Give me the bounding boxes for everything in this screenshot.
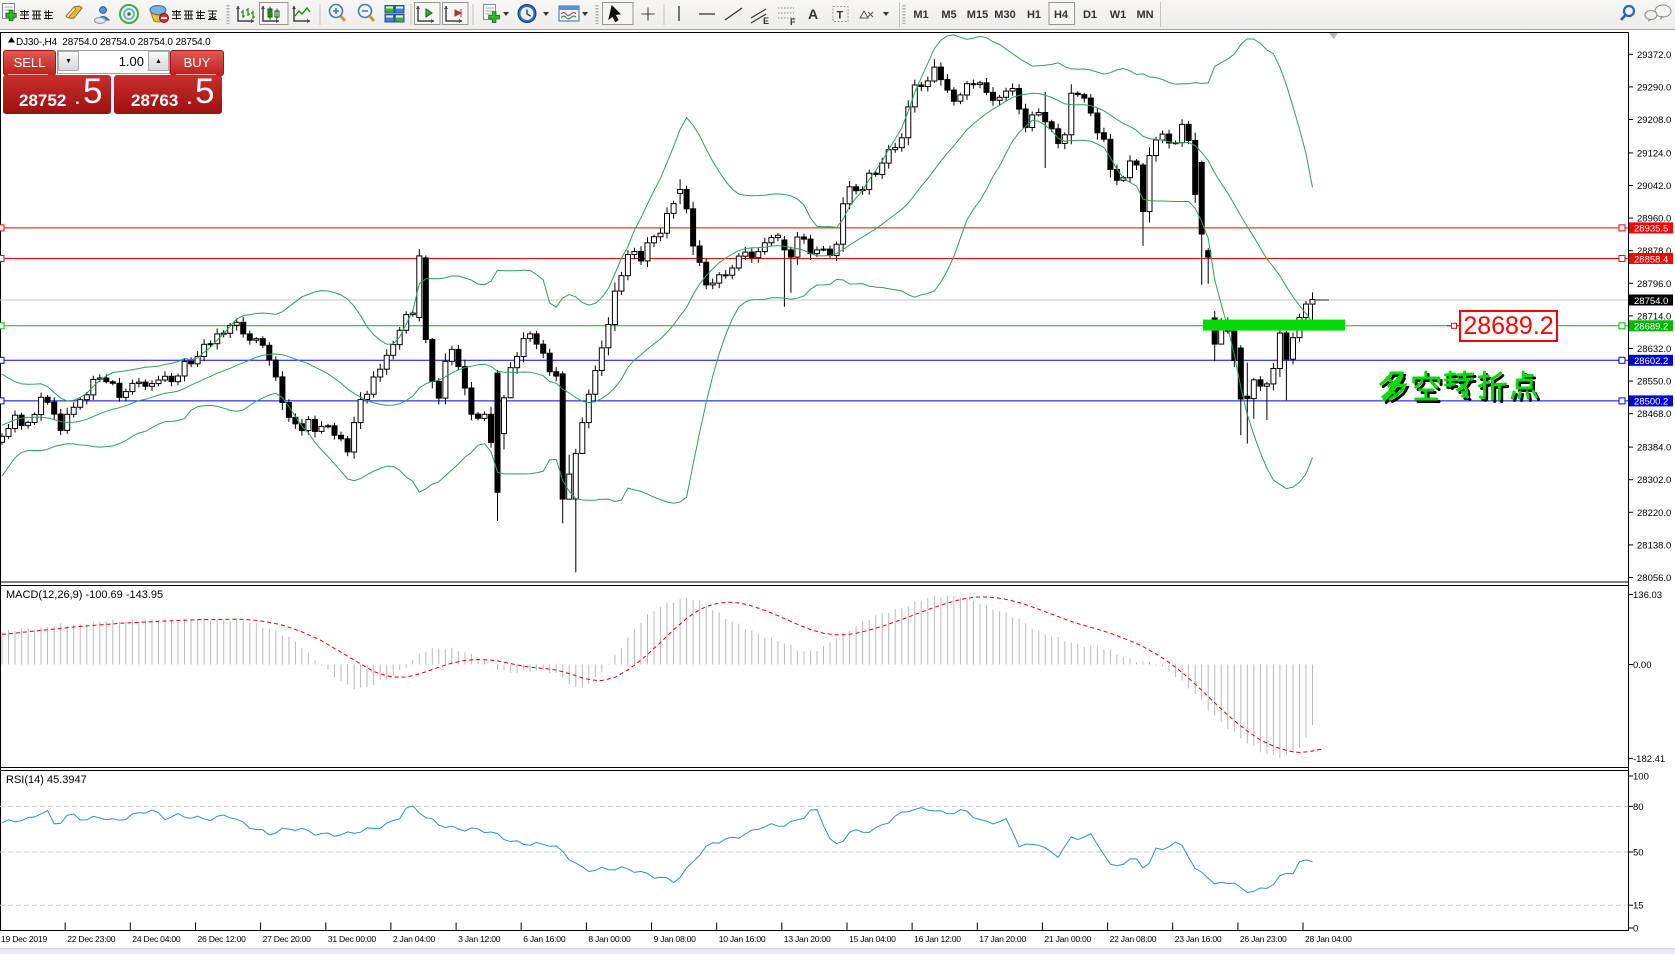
- svg-text:H1: H1: [1027, 9, 1041, 21]
- svg-text:RSI(14) 45.3947: RSI(14) 45.3947: [6, 774, 87, 786]
- svg-text:W1: W1: [1110, 9, 1127, 21]
- svg-text:28754.0: 28754.0: [1634, 296, 1668, 307]
- svg-text:29042.0: 29042.0: [1637, 181, 1671, 192]
- svg-text:100: 100: [1633, 772, 1649, 783]
- svg-text:22 Jan 08:00: 22 Jan 08:00: [1110, 934, 1157, 944]
- svg-text:15: 15: [1633, 901, 1644, 912]
- svg-text:28602.2: 28602.2: [1634, 356, 1668, 367]
- svg-text:0.00: 0.00: [1633, 660, 1652, 671]
- svg-text:22 Dec 23:00: 22 Dec 23:00: [67, 934, 116, 944]
- svg-text:28550.0: 28550.0: [1637, 377, 1671, 388]
- svg-text:28468.0: 28468.0: [1637, 409, 1671, 420]
- svg-text:28632.0: 28632.0: [1637, 344, 1671, 355]
- svg-text:9 Jan 08:00: 9 Jan 08:00: [654, 934, 697, 944]
- svg-text:0: 0: [1633, 924, 1638, 935]
- svg-text:M30: M30: [994, 9, 1015, 21]
- svg-text:17 Jan 20:00: 17 Jan 20:00: [979, 934, 1026, 944]
- svg-text:26 Jan 23:00: 26 Jan 23:00: [1240, 934, 1287, 944]
- svg-text:D1: D1: [1083, 9, 1097, 21]
- svg-text:28858.4: 28858.4: [1634, 254, 1668, 265]
- svg-text:28138.0: 28138.0: [1637, 540, 1671, 551]
- svg-text:F: F: [790, 17, 796, 27]
- svg-text:24 Dec 04:00: 24 Dec 04:00: [132, 934, 181, 944]
- svg-text:21 Jan 00:00: 21 Jan 00:00: [1044, 934, 1091, 944]
- svg-text:T: T: [837, 10, 844, 22]
- svg-text:29372.0: 29372.0: [1637, 50, 1671, 61]
- svg-text:136.03: 136.03: [1633, 590, 1662, 601]
- svg-text:28302.0: 28302.0: [1637, 475, 1671, 486]
- svg-text:28220.0: 28220.0: [1637, 508, 1671, 519]
- svg-text:28384.0: 28384.0: [1637, 443, 1671, 454]
- svg-text:2 Jan 04:00: 2 Jan 04:00: [393, 934, 436, 944]
- svg-text:50: 50: [1633, 848, 1644, 859]
- svg-text:28689.2: 28689.2: [1634, 322, 1668, 333]
- svg-text:M5: M5: [941, 9, 956, 21]
- svg-text:M15: M15: [967, 9, 988, 21]
- svg-text:16 Jan 12:00: 16 Jan 12:00: [914, 934, 961, 944]
- svg-text:M1: M1: [913, 9, 928, 21]
- svg-text:DJ30-,H4 28754.0 28754.0 2875: DJ30-,H4 28754.0 28754.0 28754.0 28754.0: [16, 37, 211, 48]
- svg-text:28 Jan 04:00: 28 Jan 04:00: [1305, 934, 1352, 944]
- svg-text:80: 80: [1633, 802, 1644, 813]
- svg-text:A: A: [808, 6, 818, 22]
- svg-text:3 Jan 12:00: 3 Jan 12:00: [458, 934, 501, 944]
- svg-text:6 Jan 16:00: 6 Jan 16:00: [523, 934, 566, 944]
- svg-text:26 Dec 12:00: 26 Dec 12:00: [198, 934, 247, 944]
- svg-text:28960.0: 28960.0: [1637, 214, 1671, 225]
- svg-text:19 Dec 2019: 19 Dec 2019: [1, 934, 47, 944]
- svg-text:15 Jan 04:00: 15 Jan 04:00: [849, 934, 896, 944]
- svg-text:23 Jan 16:00: 23 Jan 16:00: [1175, 934, 1222, 944]
- svg-text:27 Dec 20:00: 27 Dec 20:00: [263, 934, 312, 944]
- svg-text:MACD(12,26,9) -100.69 -143.95: MACD(12,26,9) -100.69 -143.95: [6, 589, 163, 601]
- svg-text:28878.0: 28878.0: [1637, 246, 1671, 257]
- svg-text:28056.0: 28056.0: [1637, 573, 1671, 584]
- svg-text:E: E: [763, 16, 769, 26]
- svg-text:29208.0: 29208.0: [1637, 115, 1671, 126]
- svg-text:29124.0: 29124.0: [1637, 148, 1671, 159]
- svg-text:H4: H4: [1054, 9, 1069, 21]
- svg-text:8 Jan 00:00: 8 Jan 00:00: [588, 934, 631, 944]
- svg-text:MN: MN: [1136, 9, 1153, 21]
- svg-text:28935.5: 28935.5: [1634, 224, 1668, 235]
- svg-text:10 Jan 16:00: 10 Jan 16:00: [719, 934, 766, 944]
- svg-text:28796.0: 28796.0: [1637, 279, 1671, 290]
- svg-text:28500.2: 28500.2: [1634, 397, 1668, 408]
- svg-text:28714.0: 28714.0: [1637, 311, 1671, 322]
- svg-text:31 Dec 00:00: 31 Dec 00:00: [328, 934, 377, 944]
- svg-text:-182.41: -182.41: [1633, 754, 1665, 765]
- svg-text:29290.0: 29290.0: [1637, 82, 1671, 93]
- svg-text:13 Jan 20:00: 13 Jan 20:00: [784, 934, 831, 944]
